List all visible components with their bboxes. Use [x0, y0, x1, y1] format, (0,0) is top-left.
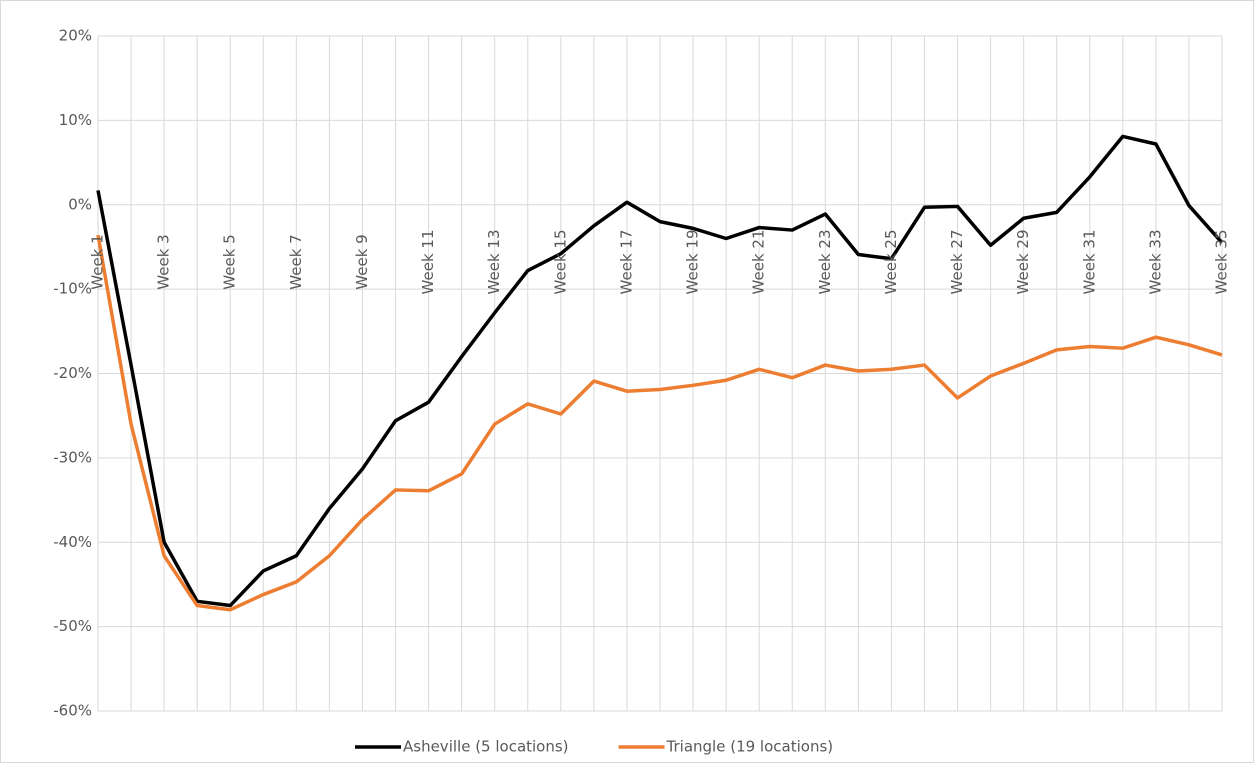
x-tick-label: Week 7 [287, 234, 305, 289]
y-tick-label: -60% [53, 702, 92, 720]
x-tick-label: Week 13 [485, 230, 503, 295]
series-line [96, 234, 1223, 612]
x-tick-label: Week 15 [551, 230, 569, 295]
y-tick-label: -10% [53, 280, 92, 298]
y-tick-label: 0% [68, 195, 92, 213]
x-tick-label: Week 33 [1146, 230, 1164, 295]
y-tick-label: -50% [53, 617, 92, 635]
series-line [96, 134, 1224, 608]
x-tick-label: Week 25 [882, 230, 900, 295]
y-tick-label: -20% [53, 364, 92, 382]
x-tick-label: Week 9 [353, 234, 371, 289]
legend-label: Asheville (5 locations) [403, 738, 569, 756]
x-tick-label: Week 23 [816, 230, 834, 295]
legend-label: Triangle (19 locations) [666, 738, 834, 756]
x-tick-label: Week 3 [155, 234, 173, 289]
y-tick-label: 20% [59, 27, 92, 45]
x-tick-label: Week 29 [1014, 230, 1032, 295]
y-tick-label: -40% [53, 533, 92, 551]
y-tick-label: 10% [59, 111, 92, 129]
x-tick-label: Week 11 [419, 230, 437, 295]
x-tick-label: Week 35 [1213, 230, 1231, 295]
x-tick-label: Week 1 [89, 234, 107, 289]
y-tick-label: -30% [53, 448, 92, 466]
x-tick-label: Week 31 [1080, 230, 1098, 295]
x-tick-label: Week 19 [684, 230, 702, 295]
x-tick-label: Week 17 [617, 230, 635, 295]
x-tick-label: Week 21 [750, 230, 768, 295]
x-tick-label: Week 27 [948, 230, 966, 295]
x-tick-label: Week 5 [221, 234, 239, 289]
